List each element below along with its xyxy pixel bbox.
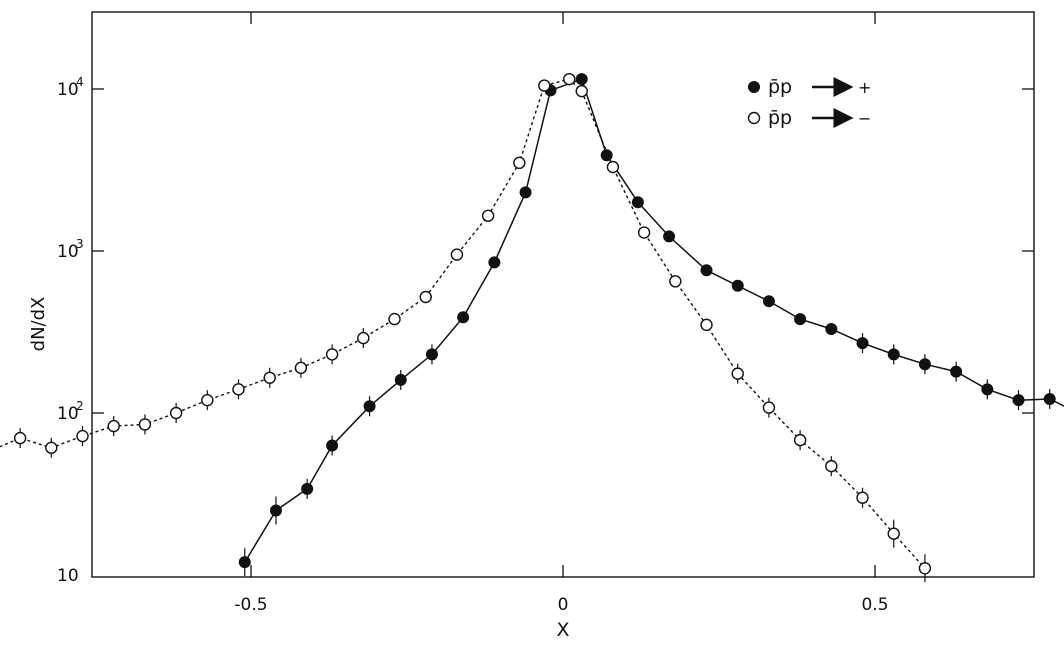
- plot-frame: [91, 11, 1035, 578]
- data-point-minus: [918, 562, 932, 575]
- data-points: [13, 72, 1056, 583]
- data-point-minus: [606, 160, 620, 174]
- data-point-minus: [856, 491, 869, 504]
- data-point-plus: [856, 337, 869, 350]
- data-point-plus: [326, 439, 339, 452]
- data-point-plus: [887, 348, 900, 361]
- data-point-plus: [394, 373, 407, 386]
- data-point-plus: [1043, 393, 1056, 406]
- data-point-minus: [388, 312, 401, 326]
- legend: p̄p + p̄p −: [747, 76, 871, 129]
- data-point-minus: [575, 84, 588, 98]
- legend-label-minus: p̄p: [768, 107, 792, 129]
- data-point-plus: [981, 383, 994, 396]
- data-point-minus: [450, 248, 464, 261]
- axis-ticks: - 1.0-0.500.51.010410310210: [57, 12, 1034, 615]
- legend-sign-minus: −: [858, 109, 871, 128]
- legend-sign-plus: +: [858, 78, 871, 97]
- data-point-minus: [263, 371, 276, 384]
- y-axis-label: dN/dX: [28, 297, 49, 352]
- data-point-minus: [138, 418, 152, 431]
- data-point-plus: [918, 358, 931, 371]
- data-point-minus: [762, 401, 776, 414]
- data-point-plus: [794, 313, 807, 326]
- data-point-minus: [419, 290, 432, 304]
- data-point-plus: [269, 504, 282, 517]
- data-point-minus: [825, 459, 838, 473]
- data-point-plus: [700, 264, 713, 277]
- data-point-plus: [425, 348, 438, 361]
- data-point-plus: [950, 365, 963, 378]
- data-point-minus: [793, 433, 807, 447]
- data-point-minus: [637, 226, 651, 239]
- data-point-minus: [669, 275, 682, 288]
- data-point-minus: [107, 419, 120, 433]
- legend-marker-minus: [747, 111, 761, 125]
- data-point-minus: [325, 348, 339, 361]
- fit-curves: [0, 78, 1064, 569]
- y-tick-label: 10: [57, 404, 79, 424]
- data-point-minus: [731, 367, 744, 380]
- y-tick-label: 10: [57, 80, 79, 100]
- x-tick-label: 0.5: [861, 595, 888, 615]
- data-point-minus: [563, 72, 576, 86]
- data-point-plus: [488, 256, 501, 269]
- fit-curve-minus: [0, 78, 926, 569]
- y-tick-exponent: 4: [76, 75, 84, 89]
- data-point-plus: [762, 295, 775, 308]
- data-point-plus: [631, 196, 644, 209]
- data-point-minus: [232, 383, 245, 396]
- data-point-minus: [481, 209, 495, 222]
- data-point-plus: [457, 311, 470, 324]
- data-point-minus: [887, 527, 900, 540]
- data-point-minus: [294, 361, 308, 375]
- legend-marker-plus: [748, 81, 760, 93]
- data-point-minus: [169, 406, 183, 420]
- x-tick-label: -0.5: [234, 595, 267, 615]
- data-point-plus: [363, 400, 376, 413]
- data-point-minus: [538, 79, 551, 92]
- data-point-minus: [13, 431, 27, 445]
- fit-curve-plus: [244, 78, 1064, 563]
- y-tick-label: 10: [57, 242, 79, 262]
- legend-label-plus: p̄p: [768, 76, 792, 98]
- data-point-plus: [600, 149, 613, 162]
- data-point-plus: [1012, 394, 1025, 407]
- y-tick-exponent: 2: [76, 399, 84, 413]
- data-point-plus: [519, 186, 532, 199]
- x-axis-label: X: [556, 619, 569, 641]
- data-point-minus: [513, 156, 526, 170]
- data-point-minus: [700, 318, 713, 332]
- data-point-minus: [76, 429, 89, 443]
- x-tick-label: 0: [558, 595, 569, 615]
- data-point-plus: [301, 482, 314, 495]
- y-tick-label: 10: [57, 566, 79, 586]
- data-point-plus: [663, 230, 676, 243]
- data-point-minus: [357, 331, 370, 345]
- data-point-plus: [825, 323, 838, 336]
- data-point-minus: [201, 393, 214, 407]
- data-point-plus: [575, 73, 588, 86]
- y-tick-exponent: 3: [76, 237, 84, 251]
- data-point-plus: [238, 556, 251, 569]
- data-point-minus: [45, 441, 58, 454]
- data-point-plus: [731, 279, 744, 292]
